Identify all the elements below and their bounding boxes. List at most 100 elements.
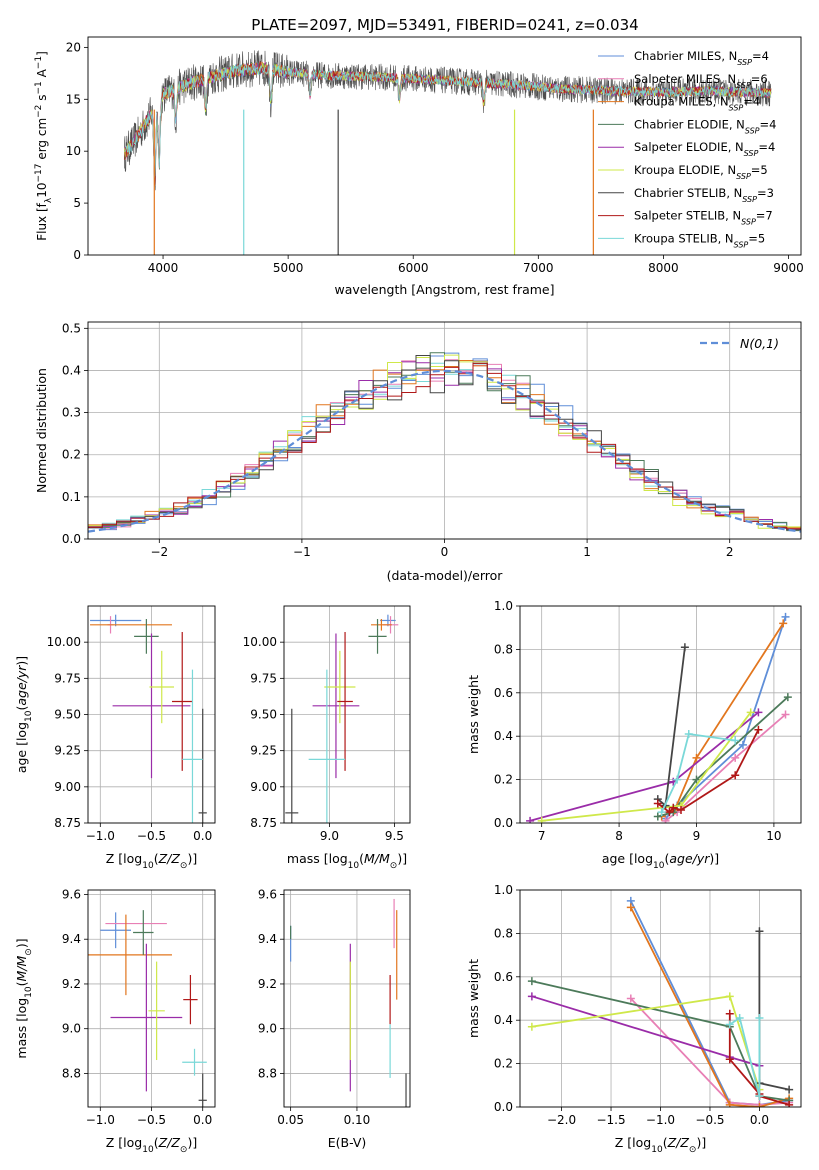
weight-marker-7 [785,1085,794,1094]
plot-area [526,612,792,823]
label-part: )] [187,851,197,866]
weight-marker-9 [657,808,666,817]
weight-marker-2 [731,753,740,762]
axes-frame [87,605,216,824]
y-tick-label: 0.2 [62,448,81,462]
legend-label-1: Chabrier MILES, NSSP=4 [634,49,769,67]
y-tick-label: 0.6 [494,686,513,700]
y-axis-label: age [log10(age/yr)] [14,656,34,773]
y-tick-label: 9.2 [62,977,81,991]
legend-label-5: Salpeter ELODIE, NSSP=4 [634,140,775,158]
label-part: age/yr [669,851,710,866]
ticks: −1.0 −0.5 0.0 8.8 9.0 9.2 9.4 9.6 [62,887,212,1127]
x-axis-label: Z [log10(Z/Z⊙)] [106,1135,197,1155]
label-part: Z [log [106,851,142,866]
weight-marker-4 [527,977,536,986]
plot-area [88,910,207,1107]
legend-label-2: Salpeter MILES, NSSP=6 [634,72,768,90]
label-part: )] [14,938,29,948]
x-tick-label: −1.0 [646,1113,675,1127]
y-tick-label: 0.0 [62,532,81,546]
legend-text: Kroupa MILES, N [634,95,729,109]
plot-area [88,352,801,534]
x-axis-label: Z [log10(Z/Z⊙)] [106,851,197,871]
ticks: −2 −1 0 1 2 0.0 0.1 0.2 0.3 0.4 0.5 [62,321,734,559]
x-axis-label: mass [log10(M/M⊙)] [287,851,407,871]
weight-line-2 [630,997,790,1106]
weight-line-9 [729,1016,761,1097]
label-part: ( [154,851,159,866]
legend-text: Salpeter MILES, N [634,72,736,86]
label-part: wavelength [Angstrom, rest frame] [334,282,554,297]
weight-marker-3 [755,1103,764,1107]
label-part: 10 [653,861,665,871]
axes-frame [283,889,411,1108]
y-tick-label: 0.2 [494,773,513,787]
y-tick-label: 0.5 [62,321,81,335]
y-tick-label: 0.8 [494,642,513,656]
weight-marker-9 [731,736,740,745]
y-tick-label: 9.25 [54,744,81,758]
weight-line-3 [661,622,784,818]
y-tick-label: 9.00 [54,780,81,794]
weight-marker-3 [692,753,701,762]
label-part: (data-model)/error [387,568,504,583]
x-tick-label: 9000 [773,261,804,275]
legend-text: =5 [751,163,768,177]
axes-frame [283,605,411,824]
label-part: Z/Z [158,1135,181,1150]
label-part: mass weight [466,675,481,754]
x-tick-label: 4000 [148,261,179,275]
x-tick-label: 0 [441,545,449,559]
legend-sub: SSP [736,172,751,181]
x-tick-label: 7000 [523,261,554,275]
label-part: λ [44,197,54,203]
weight-line-9 [660,732,736,813]
weight-marker-8 [677,805,686,814]
weight-marker-3 [725,1100,734,1107]
spectrum-line-9 [124,63,772,178]
weight-marker-8 [653,799,662,808]
label-part: mass weight [466,959,481,1038]
axes-frame [87,889,216,1108]
label-part: ⊙ [390,861,398,871]
legend-sub: SSP [741,217,756,226]
legend-sub: SSP [729,103,744,112]
y-tick-label: 9.25 [250,744,277,758]
label-part: ( [663,1135,668,1150]
weight-marker-8 [785,1100,794,1107]
weight-marker-8 [725,1009,734,1018]
x-tick-label: −0.5 [695,1113,724,1127]
y-tick-label: 10 [66,144,81,158]
y-tick-label: 9.6 [62,887,81,901]
label-part: )] [397,851,407,866]
y-tick-label: 8.75 [250,816,277,830]
legend-text: =4 [743,95,760,109]
y-tick-label: 10.00 [243,635,277,649]
x-tick-label: −0.5 [137,1113,166,1127]
weight-marker-5 [754,708,763,717]
legend-label-3: Kroupa MILES, NSSP=4 [634,95,760,113]
x-tick-label: 0.05 [277,1113,304,1127]
label-part: age/yr [14,665,29,706]
y-tick-label: 0.4 [494,1013,513,1027]
plot-area [90,614,207,823]
legend-text: Chabrier ELODIE, N [634,117,745,131]
x-tick-label: −1.0 [86,1113,115,1127]
x-tick-label: −2 [150,545,168,559]
label-part: −17 [34,164,44,183]
weight-marker-2 [626,994,635,1003]
label-part: Z [log [615,1135,651,1150]
x-tick-label: 9.5 [385,829,404,843]
weight-marker-4 [692,775,701,784]
label-part: Flux [f [35,202,49,240]
weight-marker-8 [725,1055,734,1064]
label-part: mass [log [14,998,29,1059]
x-tick-label: 0.0 [750,1113,769,1127]
label-part: age [log [602,851,653,866]
y-tick-label: 0.0 [494,816,513,830]
label-part: ( [14,981,29,986]
label-part: )] [709,851,719,866]
legend-text: Salpeter STELIB, N [634,209,741,223]
